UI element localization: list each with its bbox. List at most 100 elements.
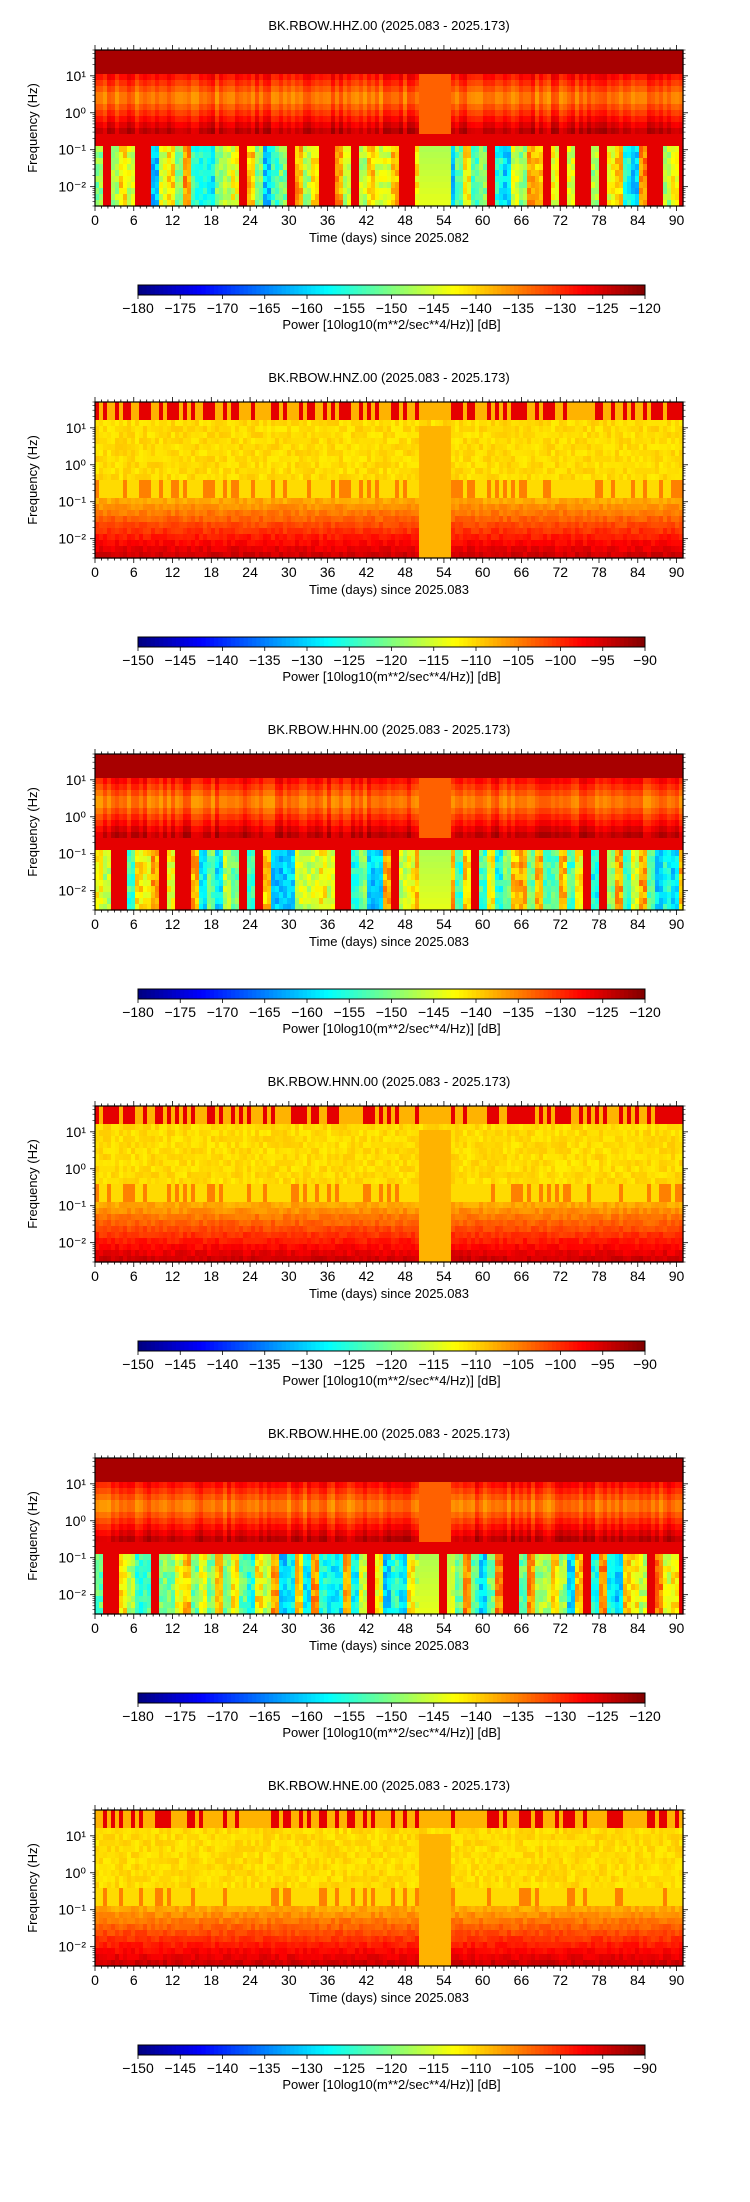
heatmap-cell <box>207 50 212 57</box>
heatmap-cell <box>499 158 504 165</box>
heatmap-cell <box>167 152 172 159</box>
heatmap-cell <box>231 170 236 177</box>
heatmap-cell <box>255 170 260 177</box>
heatmap-cell <box>227 68 232 75</box>
heatmap-cell <box>411 80 416 87</box>
heatmap-cell <box>163 438 168 445</box>
heatmap-cell <box>107 528 112 535</box>
heatmap-cell <box>659 116 664 123</box>
heatmap-cell <box>123 474 128 481</box>
heatmap-cell <box>515 80 520 87</box>
heatmap-cell <box>223 444 228 451</box>
heatmap-cell <box>107 110 112 117</box>
heatmap-cell <box>239 146 244 153</box>
heatmap-cell <box>111 438 116 445</box>
heatmap-cell <box>231 480 236 487</box>
heatmap-cell <box>623 158 628 165</box>
heatmap-cell <box>459 68 464 75</box>
heatmap-cell <box>131 56 136 63</box>
heatmap-cell <box>459 170 464 177</box>
heatmap-cell <box>247 164 252 171</box>
heatmap-cell <box>95 182 100 189</box>
heatmap-cell <box>619 110 624 117</box>
heatmap-cell <box>283 170 288 177</box>
heatmap-cell <box>307 56 312 63</box>
heatmap-cell <box>371 86 376 93</box>
heatmap-cell <box>243 516 248 523</box>
heatmap-cell <box>203 110 208 117</box>
heatmap-cell <box>579 140 584 147</box>
heatmap-cell <box>187 170 192 177</box>
heatmap-cell <box>171 402 176 409</box>
heatmap-cell <box>159 116 164 123</box>
heatmap-cell <box>215 528 220 535</box>
heatmap-cell <box>575 92 580 99</box>
heatmap-cell <box>567 104 572 111</box>
heatmap-cell <box>211 510 216 517</box>
heatmap-cell <box>227 456 232 463</box>
heatmap-cell <box>135 456 140 463</box>
heatmap-cell <box>255 486 260 493</box>
heatmap-cell <box>123 158 128 165</box>
heatmap-cell <box>639 116 644 123</box>
heatmap-cell <box>143 432 148 439</box>
heatmap-cell <box>351 164 356 171</box>
heatmap-cell <box>287 188 292 195</box>
heatmap-cell <box>423 194 428 201</box>
heatmap-cell <box>295 62 300 69</box>
heatmap-cell <box>651 86 656 93</box>
heatmap-cell <box>351 74 356 81</box>
heatmap-cell <box>211 444 216 451</box>
heatmap-cell <box>279 80 284 87</box>
heatmap-cell <box>479 68 484 75</box>
heatmap-cell <box>299 128 304 135</box>
heatmap-cell <box>115 176 120 183</box>
heatmap-cell <box>423 110 428 117</box>
heatmap-cell <box>187 546 192 553</box>
heatmap-cell <box>151 158 156 165</box>
heatmap-cell <box>155 516 160 523</box>
heatmap-cell <box>143 528 148 535</box>
heatmap-cell <box>311 68 316 75</box>
heatmap-cell <box>567 128 572 135</box>
heatmap-cell <box>143 498 148 505</box>
heatmap-cell <box>475 164 480 171</box>
heatmap-cell <box>583 164 588 171</box>
heatmap-cell <box>459 188 464 195</box>
heatmap-cell <box>115 122 120 129</box>
heatmap-cell <box>231 152 236 159</box>
heatmap-cell <box>199 486 204 493</box>
heatmap-cell <box>587 176 592 183</box>
heatmap-cell <box>539 80 544 87</box>
heatmap-cell <box>347 50 352 57</box>
heatmap-cell <box>319 80 324 87</box>
heatmap-cell <box>151 408 156 415</box>
heatmap-cell <box>231 522 236 529</box>
heatmap-cell <box>459 140 464 147</box>
heatmap-cell <box>403 122 408 129</box>
heatmap-cell <box>559 92 564 99</box>
heatmap-cell <box>667 176 672 183</box>
heatmap-cell <box>243 92 248 99</box>
heatmap-cell <box>379 98 384 105</box>
heatmap-cell <box>163 164 168 171</box>
heatmap-cell <box>443 128 448 135</box>
heatmap-cell <box>383 86 388 93</box>
heatmap-cell <box>155 128 160 135</box>
heatmap-cell <box>315 170 320 177</box>
heatmap-cell <box>675 68 680 75</box>
heatmap-cell <box>603 116 608 123</box>
heatmap-cell <box>99 98 104 105</box>
heatmap-cell <box>479 56 484 63</box>
heatmap-cell <box>291 68 296 75</box>
heatmap-cell <box>179 450 184 457</box>
heatmap-cell <box>347 188 352 195</box>
heatmap-cell <box>563 80 568 87</box>
heatmap-cell <box>295 104 300 111</box>
heatmap-cell <box>523 98 528 105</box>
heatmap-cell <box>311 86 316 93</box>
heatmap-cell <box>531 122 536 129</box>
heatmap-cell <box>359 170 364 177</box>
heatmap-cell <box>567 56 572 63</box>
heatmap-cell <box>135 516 140 523</box>
